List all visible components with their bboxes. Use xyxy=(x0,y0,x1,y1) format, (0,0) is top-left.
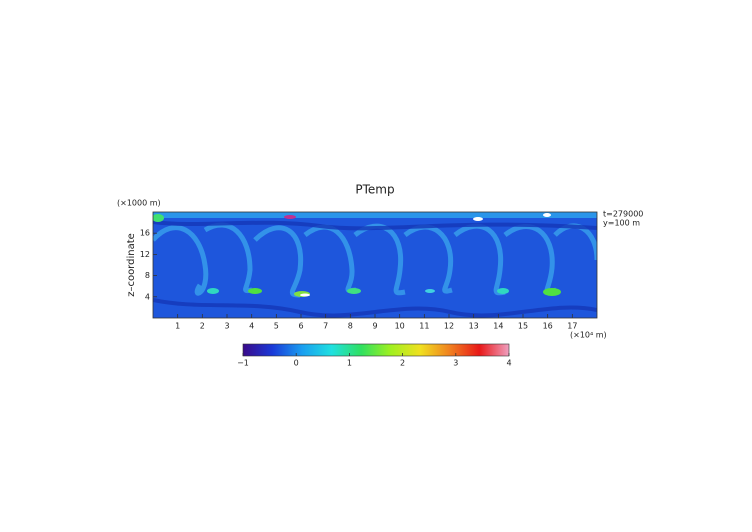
field xyxy=(153,212,597,318)
y-axis-label: z–coordinate xyxy=(126,233,137,297)
colorbar-tick-label: 1 xyxy=(347,359,352,368)
x-tick-label: 9 xyxy=(372,322,377,331)
colorbar-tick-label: 4 xyxy=(506,359,511,368)
x-tick-label: 1 xyxy=(175,322,180,331)
colorbar-tick-label: 3 xyxy=(453,359,458,368)
colorbar xyxy=(242,343,510,357)
x-tick-label: 6 xyxy=(298,322,303,331)
x-unit: (×10⁴ m) xyxy=(570,331,607,340)
x-tick-label: 4 xyxy=(249,322,254,331)
x-tick-label: 8 xyxy=(348,322,353,331)
chart-title: PTemp xyxy=(355,183,394,197)
x-tick-label: 2 xyxy=(200,322,205,331)
colorbar-tick-label: 0 xyxy=(294,359,299,368)
x-tick-label: 14 xyxy=(493,322,503,331)
x-tick-label: 12 xyxy=(444,322,454,331)
y-unit: (×1000 m) xyxy=(117,199,161,208)
x-tick-label: 5 xyxy=(274,322,279,331)
y-tick-label: 12 xyxy=(140,250,150,259)
x-tick-label: 13 xyxy=(469,322,479,331)
x-tick-label: 15 xyxy=(518,322,528,331)
colorbar-tick-label: −1 xyxy=(237,359,249,368)
annotation: y=100 m xyxy=(603,219,640,228)
y-tick-label: 8 xyxy=(145,271,150,280)
y-tick-label: 16 xyxy=(140,229,150,238)
x-tick-label: 7 xyxy=(323,322,328,331)
x-tick-label: 3 xyxy=(224,322,229,331)
y-tick-label: 4 xyxy=(145,292,150,301)
x-tick-label: 11 xyxy=(419,322,429,331)
x-tick-label: 16 xyxy=(543,322,553,331)
annotation: t=279000 xyxy=(603,210,643,219)
colorbar-tick-label: 2 xyxy=(400,359,405,368)
x-tick-label: 17 xyxy=(567,322,577,331)
x-tick-label: 10 xyxy=(395,322,405,331)
